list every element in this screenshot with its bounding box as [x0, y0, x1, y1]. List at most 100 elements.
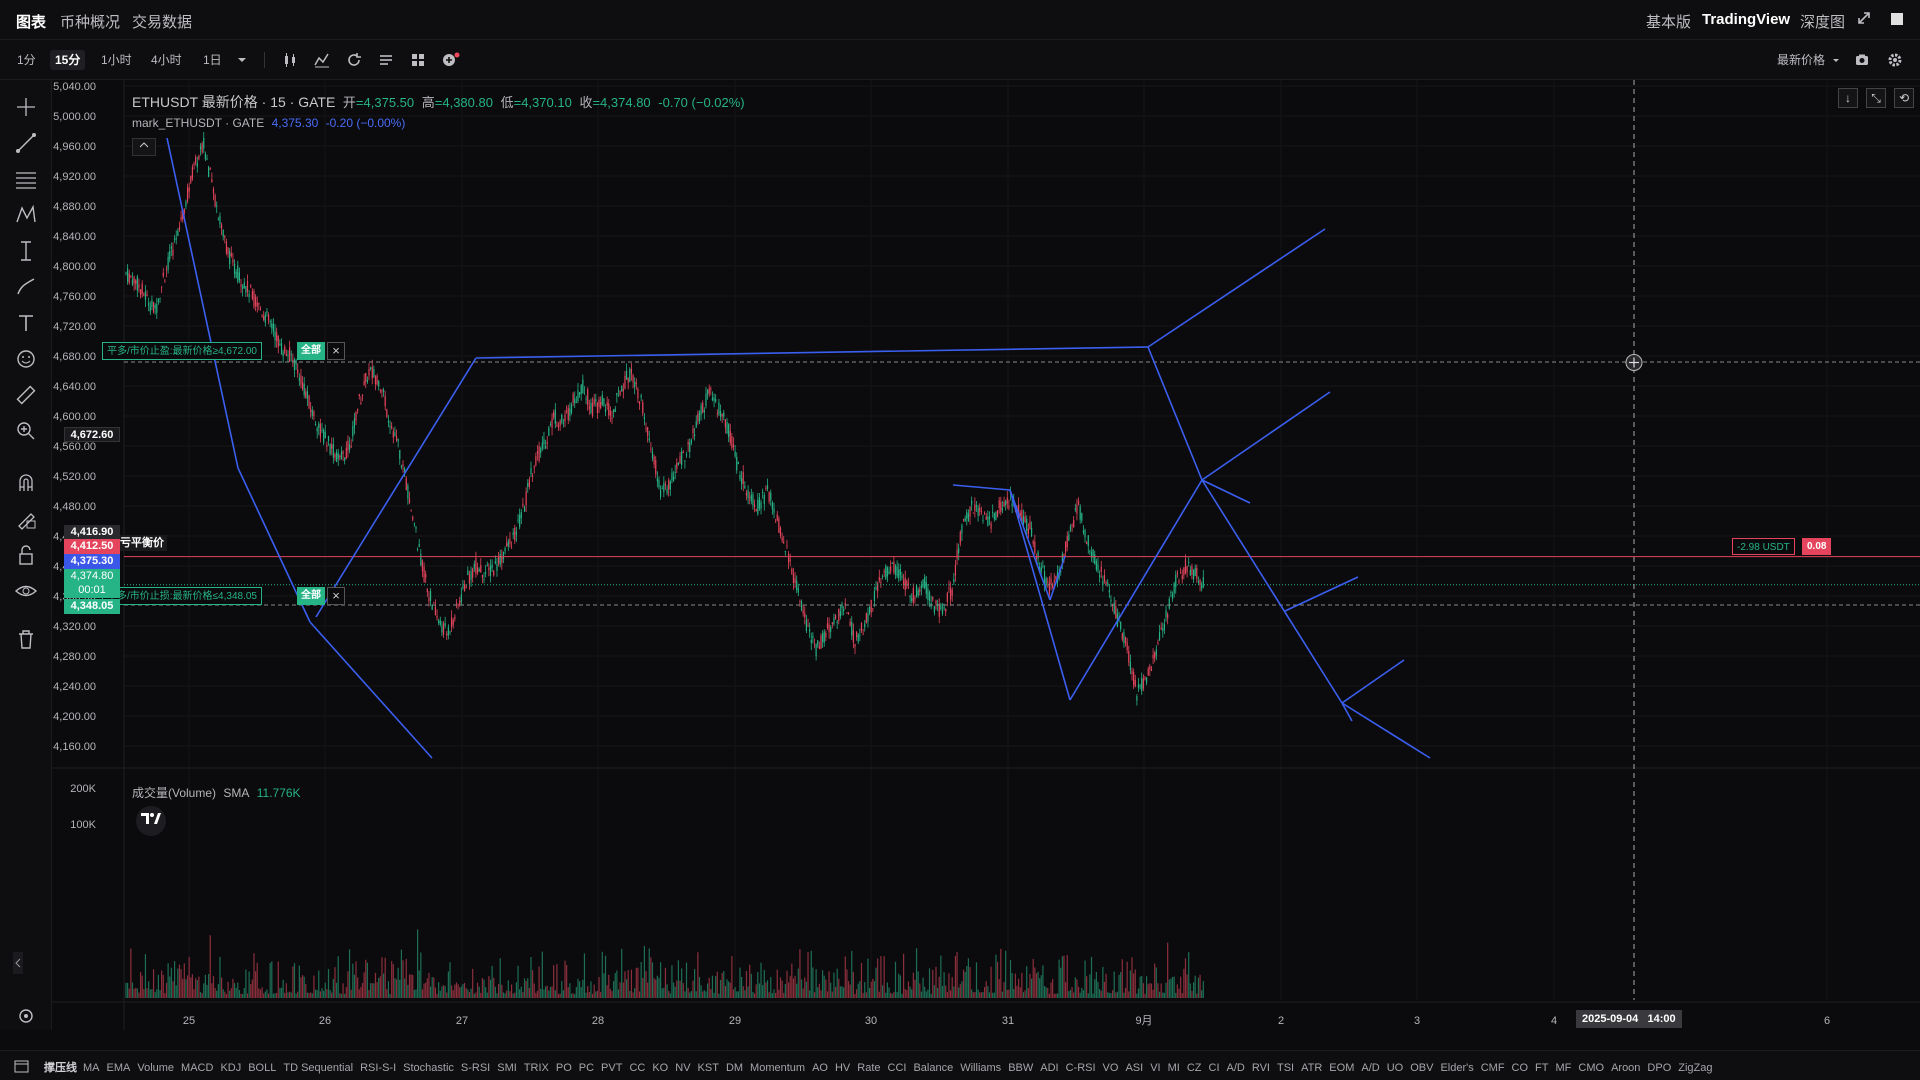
indicator-46[interactable]: CMF	[1480, 1062, 1505, 1074]
depth-chart-button[interactable]: 深度图	[1800, 14, 1846, 31]
trend-drawing-line[interactable]	[1341, 702, 1353, 722]
crosshair-icon[interactable]	[13, 94, 39, 120]
indicator-10[interactable]: S-RSI	[460, 1062, 491, 1074]
indicator-19[interactable]: KST	[697, 1062, 719, 1074]
indicator-22[interactable]: AO	[812, 1062, 828, 1074]
pattern-icon[interactable]	[13, 202, 39, 228]
indicator-43[interactable]: UO	[1386, 1062, 1404, 1074]
indicator-41[interactable]: EOM	[1329, 1062, 1355, 1074]
trend-drawing-line[interactable]	[1147, 346, 1203, 481]
timeframe-1d[interactable]: 1日	[203, 53, 222, 67]
collapse-icon[interactable]: ⤡	[1866, 88, 1886, 108]
trend-drawing-line[interactable]	[1009, 489, 1071, 701]
trash-icon[interactable]	[13, 626, 39, 652]
indicator-7[interactable]: TD Sequential	[283, 1062, 354, 1074]
tab-coin-overview[interactable]: 币种概况	[60, 14, 121, 31]
brush-icon[interactable]	[13, 274, 39, 300]
indicator-21[interactable]: Momentum	[750, 1062, 806, 1074]
indicator-33[interactable]: VI	[1150, 1062, 1161, 1074]
indicator-17[interactable]: KO	[652, 1062, 669, 1074]
indicator-2[interactable]: EMA	[106, 1062, 131, 1074]
trend-drawing-line[interactable]	[1009, 489, 1051, 601]
indicator-1[interactable]: MA	[83, 1062, 100, 1074]
replay-icon[interactable]	[344, 50, 364, 70]
stop-loss-close-all-button[interactable]: 全部	[297, 587, 325, 605]
stop-loss-cancel-icon[interactable]: ×	[327, 587, 345, 605]
templates-icon[interactable]	[376, 50, 396, 70]
tab-chart[interactable]: 图表	[16, 14, 47, 31]
scroll-down-icon[interactable]: ↓	[1838, 88, 1858, 108]
indicator-18[interactable]: NV	[675, 1062, 691, 1074]
take-profit-close-all-button[interactable]: 全部	[297, 342, 325, 360]
indicator-15[interactable]: PVT	[601, 1062, 623, 1074]
trend-line-icon[interactable]	[13, 130, 39, 156]
indicator-4[interactable]: MACD	[181, 1062, 214, 1074]
indicator-9[interactable]: Stochastic	[403, 1062, 454, 1074]
indicator-36[interactable]: CI	[1208, 1062, 1220, 1074]
trend-drawing-line[interactable]	[1341, 659, 1405, 704]
candle-type-icon[interactable]	[280, 50, 300, 70]
indicator-28[interactable]: BBW	[1008, 1062, 1034, 1074]
indicator-47[interactable]: CO	[1511, 1062, 1529, 1074]
indicator-11[interactable]: SMI	[497, 1062, 517, 1074]
indicator-14[interactable]: PC	[578, 1062, 595, 1074]
trend-drawing-line[interactable]	[1069, 479, 1203, 701]
indicator-20[interactable]: DM	[725, 1062, 744, 1074]
indicator-5[interactable]: KDJ	[220, 1062, 242, 1074]
add-alert-icon[interactable]	[440, 50, 460, 70]
magnet-icon[interactable]	[13, 470, 39, 496]
indicator-31[interactable]: VO	[1102, 1062, 1119, 1074]
lock-drawing-icon[interactable]	[13, 506, 39, 532]
indicator-8[interactable]: RSI-S-I	[360, 1062, 397, 1074]
chart-canvas[interactable]: 5,040.005,000.004,960.004,920.004,880.00…	[52, 80, 1920, 1030]
indicator-27[interactable]: Williams	[960, 1062, 1002, 1074]
indicator-26[interactable]: Balance	[913, 1062, 954, 1074]
indicator-44[interactable]: OBV	[1410, 1062, 1434, 1074]
indicator-40[interactable]: ATR	[1301, 1062, 1323, 1074]
trend-drawing-line[interactable]	[1284, 576, 1359, 612]
settings-circle-icon[interactable]	[16, 1006, 42, 1032]
layout-grid-icon[interactable]	[408, 50, 428, 70]
text-icon[interactable]	[13, 310, 39, 336]
trend-drawing-line[interactable]	[1341, 702, 1431, 759]
fib-retracement-icon[interactable]	[13, 166, 39, 192]
stop-loss-order-label[interactable]: 平多/市价止损:最新价格≤4,348.05	[102, 587, 262, 605]
trend-drawing-line[interactable]	[1049, 555, 1066, 601]
indicator-35[interactable]: CZ	[1186, 1062, 1202, 1074]
trend-drawing-line[interactable]	[1147, 228, 1326, 348]
measure-vertical-icon[interactable]	[13, 238, 39, 264]
tradingview-button[interactable]: TradingView	[1702, 11, 1791, 28]
indicator-23[interactable]: HV	[834, 1062, 851, 1074]
gear-icon[interactable]	[1885, 50, 1905, 70]
timeframe-1m[interactable]: 1分	[17, 53, 36, 67]
price-chart[interactable]: 5,040.00 5,000.00 4,960.00 4,920.00 4,880.00…	[52, 80, 1920, 1030]
indicator-30[interactable]: C-RSI	[1065, 1062, 1096, 1074]
timeframe-4h[interactable]: 4小时	[151, 53, 182, 67]
take-profit-cancel-icon[interactable]: ×	[327, 342, 345, 360]
price-type-select[interactable]: 最新价格	[1777, 53, 1826, 67]
indicator-49[interactable]: MF	[1555, 1062, 1572, 1074]
indicator-50[interactable]: CMO	[1578, 1062, 1605, 1074]
collapse-legend-button[interactable]	[132, 138, 156, 156]
trend-drawing-line[interactable]	[1201, 391, 1331, 481]
indicator-13[interactable]: PO	[555, 1062, 572, 1074]
expand-icon[interactable]	[1856, 10, 1872, 30]
indicator-45[interactable]: Elder's	[1440, 1062, 1474, 1074]
trend-drawing-line[interactable]	[952, 484, 1011, 491]
indicator-39[interactable]: TSI	[1276, 1062, 1295, 1074]
emoji-icon[interactable]	[13, 346, 39, 372]
indicator-29[interactable]: ADI	[1040, 1062, 1059, 1074]
reset-view-icon[interactable]: ⟲	[1894, 88, 1914, 108]
trend-drawing-line[interactable]	[1201, 479, 1251, 504]
calendar-icon[interactable]	[14, 1059, 30, 1076]
basic-view-button[interactable]: 基本版	[1646, 14, 1692, 31]
indicator-25[interactable]: CCI	[887, 1062, 907, 1074]
take-profit-order-label[interactable]: 平多/市价止盈:最新价格≥4,672.00	[102, 342, 262, 360]
indicator-37[interactable]: A/D	[1226, 1062, 1245, 1074]
lock-icon[interactable]	[13, 542, 39, 568]
indicator-32[interactable]: ASI	[1125, 1062, 1144, 1074]
chevron-down-icon[interactable]	[1826, 50, 1846, 70]
indicator-34[interactable]: MI	[1167, 1062, 1180, 1074]
indicator-52[interactable]: DPO	[1647, 1062, 1672, 1074]
chevron-down-icon[interactable]	[232, 50, 252, 70]
